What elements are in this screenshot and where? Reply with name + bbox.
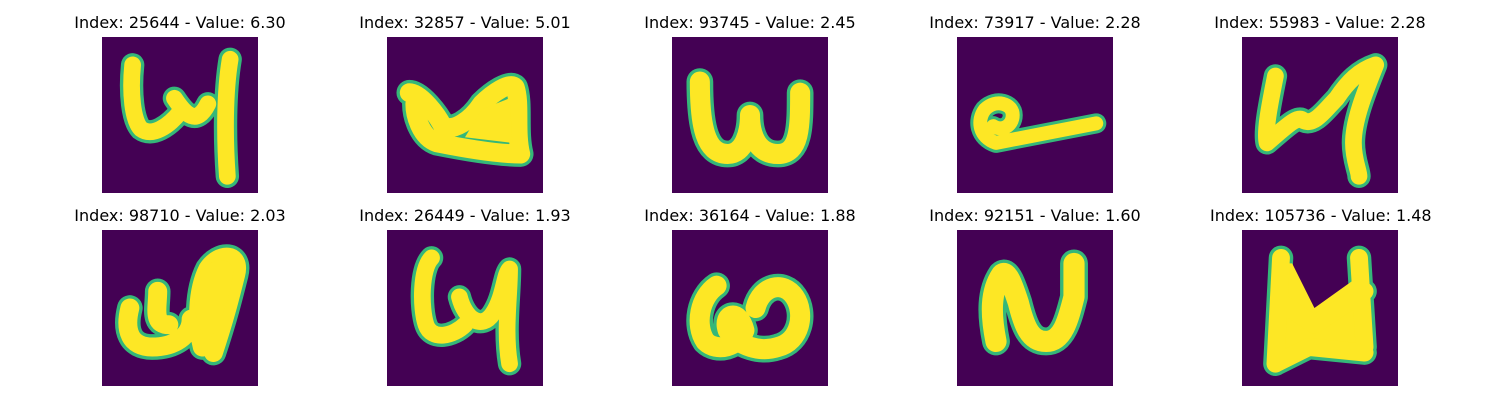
digit-image xyxy=(102,230,258,386)
panel-title: Index: 105736 - Value: 1.48 xyxy=(1210,206,1432,225)
digit-image xyxy=(387,37,543,193)
panel-title: Index: 93745 - Value: 2.45 xyxy=(644,13,856,32)
glyph-stroke-core xyxy=(1266,248,1374,373)
panel-title: Index: 92151 - Value: 1.60 xyxy=(929,206,1141,225)
panel-title: Index: 73917 - Value: 2.28 xyxy=(929,13,1141,32)
panel-title: Index: 36164 - Value: 1.88 xyxy=(644,206,856,225)
digit-image xyxy=(102,37,258,193)
panel-title: Index: 32857 - Value: 5.01 xyxy=(359,13,571,32)
panel-title: Index: 55983 - Value: 2.28 xyxy=(1214,13,1426,32)
glyph-stroke-core xyxy=(981,252,1085,353)
digit-image xyxy=(957,230,1113,386)
glyph-stroke-core xyxy=(973,96,1104,150)
digit-image xyxy=(1242,37,1398,193)
digit-image xyxy=(672,230,828,386)
digit-image xyxy=(672,37,828,193)
glyph-stroke-core xyxy=(414,249,518,373)
glyph-stroke-core xyxy=(689,275,811,360)
panel-title: Index: 25644 - Value: 6.30 xyxy=(74,13,286,32)
glyph-fill xyxy=(465,98,513,143)
glyph-stroke-core xyxy=(399,76,531,164)
panel-title: Index: 26449 - Value: 1.93 xyxy=(359,206,571,225)
glyph-fill xyxy=(194,260,234,342)
digit-image xyxy=(1242,230,1398,386)
digit-image xyxy=(957,37,1113,193)
glyph-stroke-core xyxy=(123,50,239,185)
panel-title: Index: 98710 - Value: 2.03 xyxy=(74,206,286,225)
digit-image xyxy=(387,230,543,386)
glyph-stroke-core xyxy=(1258,56,1385,185)
glyph-stroke-core xyxy=(689,71,811,165)
